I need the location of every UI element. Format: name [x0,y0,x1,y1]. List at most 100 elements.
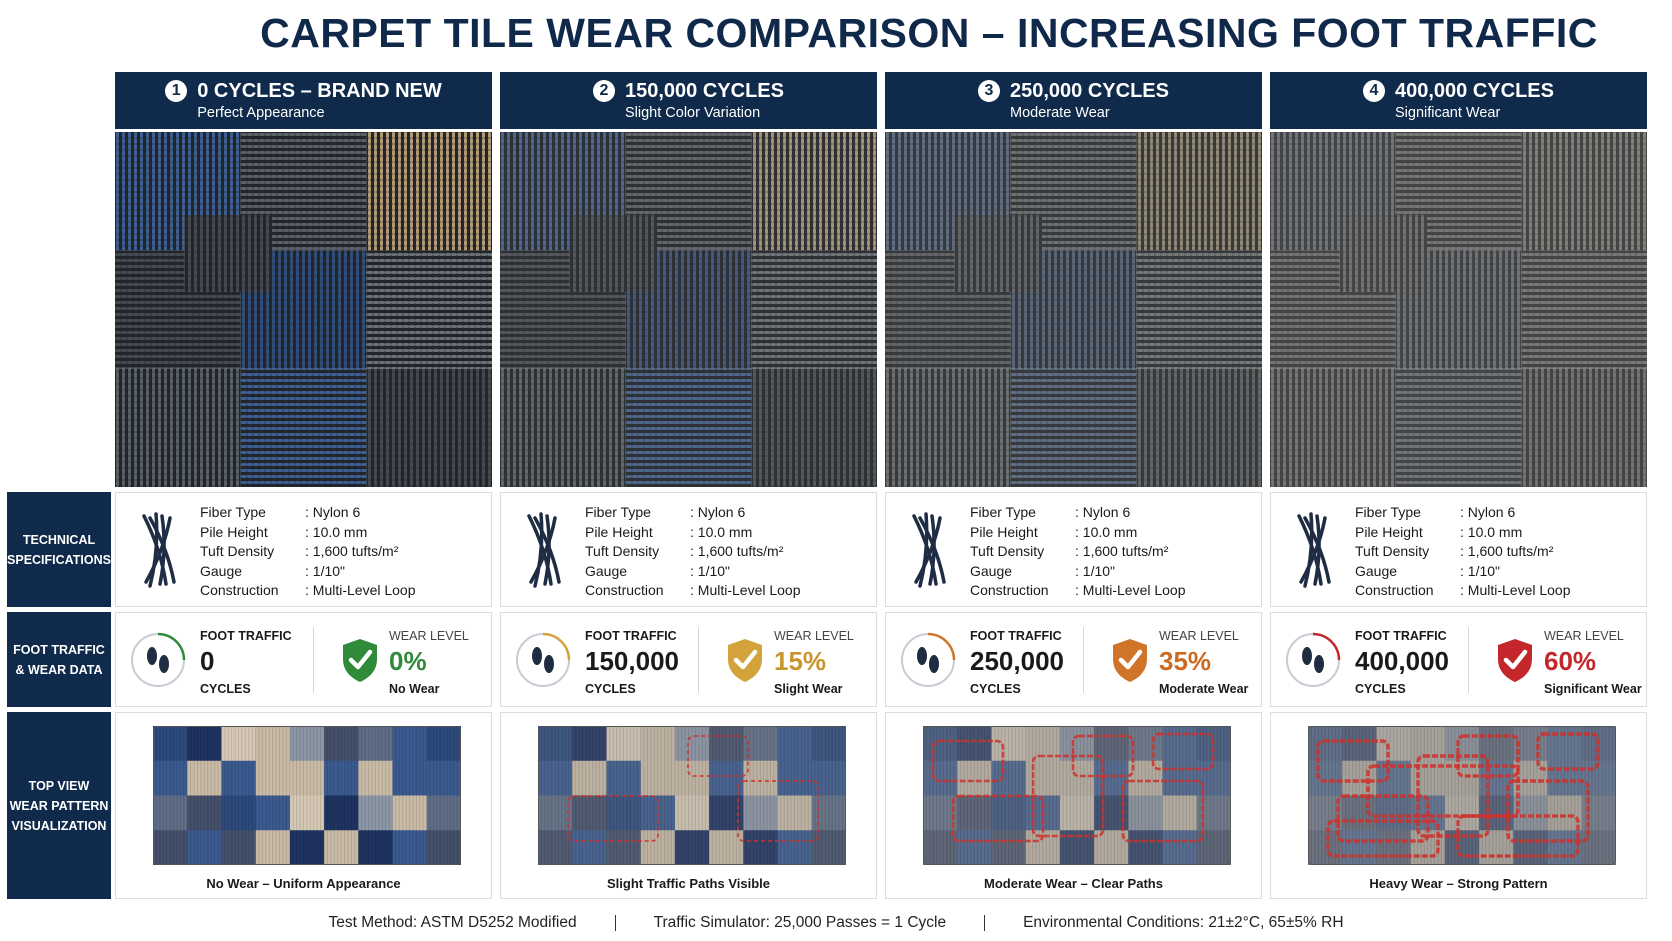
cycles-value: 0 [200,646,215,676]
traffic-panel: FOOT TRAFFIC 400,000 CYCLES WEAR LEVEL 60% Si… [1270,612,1647,707]
topview-panel: No Wear – Uniform Appearance [115,712,492,899]
wear-text: Significant Wear [1544,682,1642,696]
topview-tile [1162,726,1198,762]
topview-tile [1376,795,1412,831]
header-title: 150,000 CYCLES [625,79,784,102]
topview-frame [1308,726,1616,865]
topview-tile [255,726,291,762]
topview-tile [957,830,992,865]
divider [1083,627,1084,693]
topview-caption: No Wear – Uniform Appearance [206,876,401,891]
topview-tile [392,830,428,865]
topview-tile [606,726,642,762]
spec-label: Construction [970,582,1049,598]
step-number: 2 [593,79,615,102]
spec-value: : 10.0 mm [1460,523,1523,540]
topview-tile [1376,726,1412,762]
spec-value: : Nylon 6 [1075,504,1131,520]
foot-ring-accent [927,632,956,661]
column-header: 2 150,000 CYCLES Slight Color Variation [500,72,877,129]
header-subtitle: Moderate Wear [1010,104,1110,121]
topview-tile [1581,830,1616,865]
topview-tile [153,760,188,796]
spec-value: : Nylon 6 [1460,504,1516,520]
traffic-panel: FOOT TRAFFIC 250,000 CYCLES WEAR LEVEL 35% Mo… [885,612,1262,707]
wear-text: Slight Wear [774,682,843,696]
topview-tile [709,726,744,762]
footer-separator [984,915,986,931]
topview-tile [743,795,779,831]
topview-tile [289,795,325,831]
header-text: 0 CYCLES – BRAND NEW Perfect Appearance [197,79,441,123]
topview-tile [1196,830,1231,865]
topview-tile [255,760,291,796]
topview-panel: Heavy Wear – Strong Pattern [1270,712,1647,899]
row-label-line: TOP VIEW [28,778,90,793]
topview-tile [1308,726,1343,762]
fiber-icon [142,512,176,588]
row-label-line: SPECIFICATIONS [7,552,111,567]
topview-tile [358,830,394,865]
topview-tile [1342,795,1377,831]
header-title: 0 CYCLES – BRAND NEW [197,79,442,102]
fiber-strand [1297,514,1323,586]
carpet-tile [1521,132,1647,251]
column-header: 1 0 CYCLES – BRAND NEW Perfect Appearance [115,72,492,129]
row-label-line: TECHNICAL [22,532,96,547]
topview-tile [743,760,779,796]
topview-tile [426,726,461,762]
wear-value: 35% [1159,646,1212,676]
traffic-path [1416,754,1490,838]
carpet-tile [366,132,492,251]
topview-tile [743,726,779,762]
topview-tile [572,795,607,831]
topview-tile [1342,726,1377,762]
footer-item: Traffic Simulator: 25,000 Passes = 1 Cyc… [653,914,947,931]
spec-value: : 1/10" [1460,562,1500,579]
topview-tile [1059,760,1095,796]
topview-tile [777,726,813,762]
footer: Test Method: ASTM D5252 Modified Traffic … [0,914,1672,932]
topview-tile [923,760,958,796]
fiber-strand [533,512,544,588]
traffic-label: FOOT TRAFFIC [200,629,292,643]
topview-tile [572,830,607,865]
traffic-panel: FOOT TRAFFIC 0 CYCLES WEAR LEVEL 0% No Wear [115,612,492,707]
traffic-path [1536,732,1600,771]
footprint [1302,647,1312,665]
spec-panel: Fiber Type: Nylon 6 Pile Height: 10.0 mm T… [885,492,1262,607]
carpet-inset [184,214,273,292]
fiber-strand [918,512,929,588]
footprint [544,655,554,673]
spec-label: Construction [585,582,664,598]
topview-tile [392,726,428,762]
spec-value: : 1/10" [1075,562,1115,579]
topview-tile [674,795,710,831]
spec-label: Pile Height [1355,523,1423,540]
carpet-tile [1010,368,1137,487]
spec-label: Fiber Type [200,504,266,520]
footer-separator [614,915,616,931]
topview-tile [606,830,642,865]
traffic-label: FOOT TRAFFIC [970,629,1062,643]
carpet-tile [1136,132,1262,251]
footprint [929,655,939,673]
topview-tile [957,726,992,762]
traffic-path [931,739,1005,783]
topview-tile [324,726,359,762]
wear-shield [728,639,762,682]
topview-tile [1547,760,1583,796]
column-header: 3 250,000 CYCLES Moderate Wear [885,72,1262,129]
check [348,649,373,670]
wear-text: No Wear [389,682,440,696]
traffic-path [687,735,749,777]
topview-image [923,726,1231,865]
topview-tile [777,795,813,831]
foot-ring-accent [1312,632,1341,661]
topview-tile [426,830,461,865]
topview-tile [674,760,710,796]
topview-tile [221,726,257,762]
wear-shield [1113,639,1147,682]
topview-caption: Heavy Wear – Strong Pattern [1369,876,1548,891]
check [733,649,758,670]
